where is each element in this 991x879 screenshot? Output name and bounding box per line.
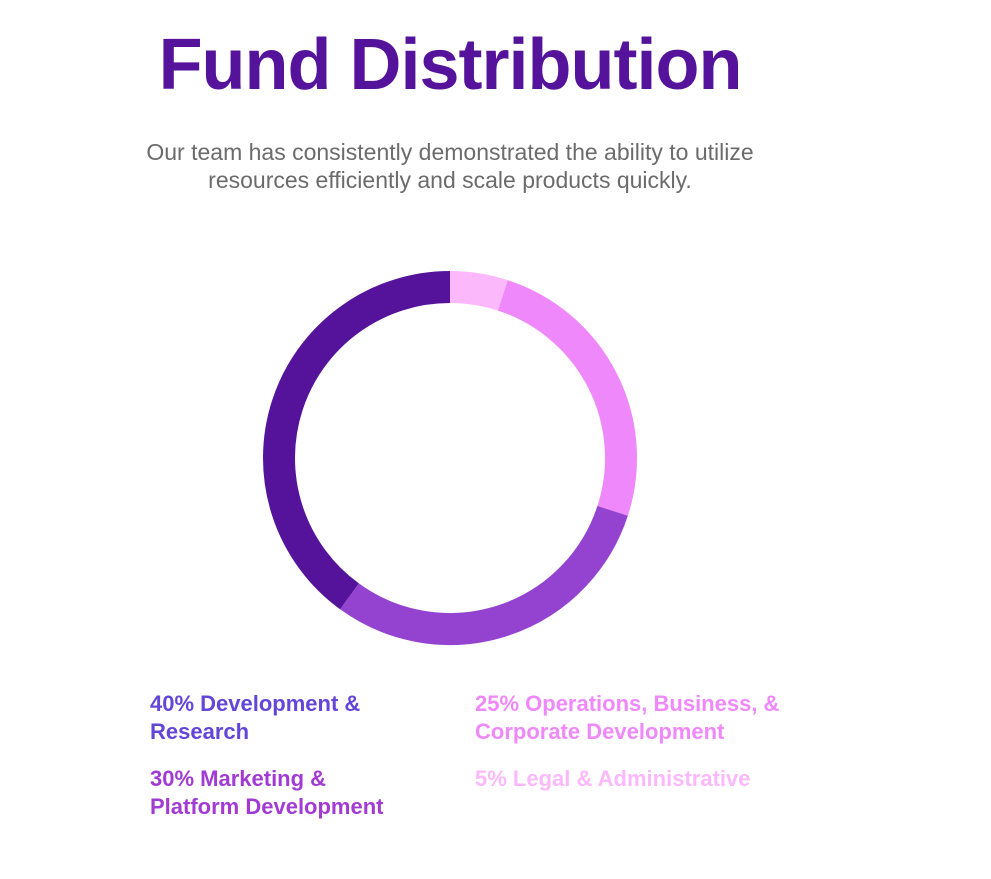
donut-slice-development-research — [263, 271, 451, 610]
legend-item-legal-administrative: 5% Legal & Administrative — [475, 765, 750, 793]
subtitle-line-2: resources efficiently and scale products… — [208, 167, 692, 193]
donut-chart — [263, 271, 637, 645]
subtitle-line-1: Our team has consistently demonstrated t… — [146, 139, 754, 165]
legend-label-line-1: 25% Operations, Business, & — [475, 691, 780, 716]
legend-label-line-1: 5% Legal & Administrative — [475, 766, 751, 791]
donut-slice-legal-administrative — [449, 271, 508, 311]
legend-item-marketing-platform: 30% Marketing & Platform Development — [150, 765, 384, 821]
legend-item-operations-business: 25% Operations, Business, & Corporate De… — [475, 690, 779, 746]
page-subtitle: Our team has consistently demonstrated t… — [90, 138, 810, 194]
donut-slice-operations-business-corporate-development — [497, 280, 637, 516]
legend-label-line-2: Research — [150, 719, 250, 744]
donut-slice-marketing-platform-development — [340, 505, 628, 645]
legend-item-development-research: 40% Development & Research — [150, 690, 360, 746]
page-title: Fund Distribution — [158, 25, 743, 105]
legend-label-line-1: 40% Development & — [150, 691, 361, 716]
legend-label-line-1: 30% Marketing & — [150, 766, 327, 791]
legend-label-line-2: Platform Development — [150, 794, 384, 819]
legend-label-line-2: Corporate Development — [475, 719, 725, 744]
